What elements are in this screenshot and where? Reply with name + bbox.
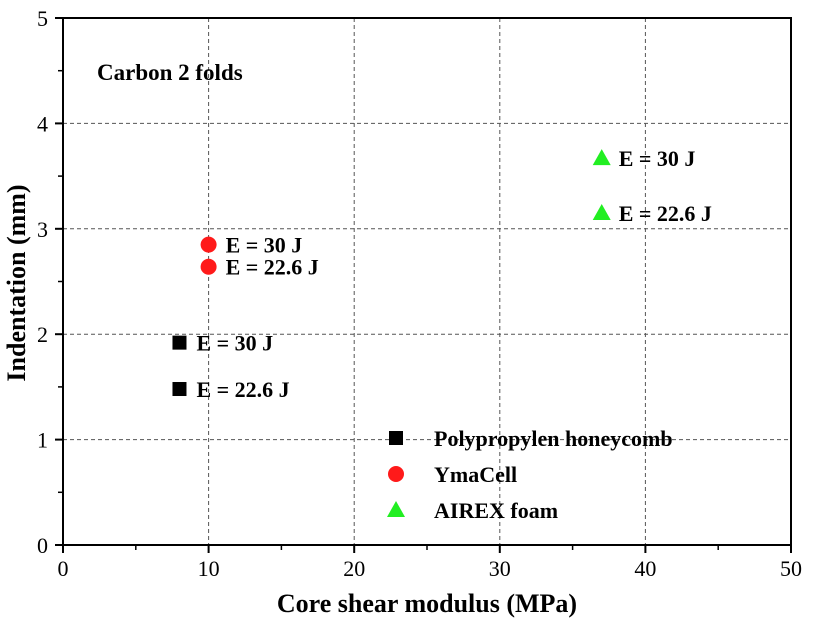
legend-marker [388,466,404,482]
y-tick-label: 0 [37,533,48,558]
legend: Polypropylen honeycomb YmaCell AIREX foam [387,426,673,523]
point-label: E = 22.6 J [196,377,289,402]
point-label: E = 30 J [619,146,696,171]
legend-label: YmaCell [434,462,517,487]
y-tick-label: 2 [37,322,48,347]
axis-ticks [55,17,792,553]
point-label: E = 30 J [196,331,273,356]
y-tick-label: 3 [37,217,48,242]
data-point [592,149,611,166]
tick-labels: 0 10 20 30 40 50 0 1 2 3 4 5 [37,6,802,581]
y-tick-label: 1 [37,428,48,453]
grid-lines [63,18,791,545]
data-point [592,203,611,220]
x-tick-label: 40 [634,556,656,581]
x-axis-label: Core shear modulus (MPa) [277,589,577,618]
y-tick-label: 5 [37,6,48,31]
legend-label: Polypropylen honeycomb [434,426,673,451]
y-axis-label: Indentation (mm) [2,184,31,381]
data-point [172,335,187,350]
y-tick-label: 4 [37,111,48,136]
point-label: E = 30 J [226,233,303,258]
x-tick-label: 30 [489,556,511,581]
data-point [200,258,217,275]
data-points [172,149,611,397]
x-tick-label: 20 [343,556,365,581]
point-label: E = 22.6 J [619,201,712,226]
data-point [172,382,187,397]
legend-marker [387,501,405,517]
point-labels: E = 30 JE = 22.6 JE = 30 JE = 22.6 JE = … [196,146,711,402]
legend-label: AIREX foam [434,498,558,523]
legend-marker [389,431,403,445]
chart-annotation: Carbon 2 folds [97,60,243,85]
plot-frame [62,17,792,546]
x-tick-label: 0 [58,556,69,581]
x-tick-label: 50 [780,556,802,581]
point-label: E = 22.6 J [226,255,319,280]
x-tick-label: 10 [198,556,220,581]
data-point [200,236,217,253]
